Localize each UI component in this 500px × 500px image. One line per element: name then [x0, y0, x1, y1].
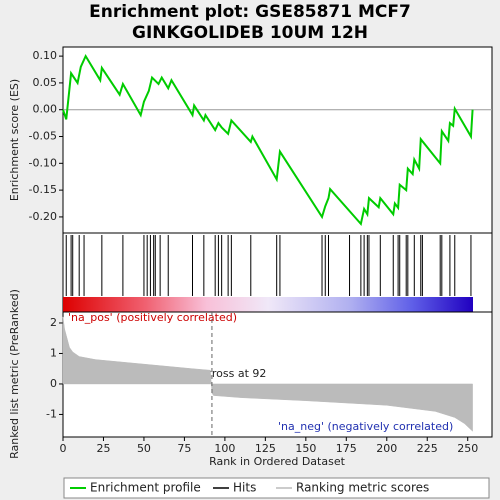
neg-label: 'na_neg' (negatively correlated) — [278, 420, 453, 433]
ranking-metric-area — [62, 316, 473, 432]
y2-tick-label: 2 — [50, 316, 57, 329]
y-tick-label: -0.10 — [29, 156, 57, 169]
x-tick-label: 25 — [96, 442, 110, 455]
y-tick-label: -0.20 — [29, 210, 57, 223]
pos-label: 'na_pos' (positively correlated) — [68, 311, 237, 324]
chart-title: GINKGOLIDEB 10UM 12H — [132, 23, 368, 43]
es-panel — [62, 46, 493, 234]
x-axis-label: Rank in Ordered Dataset — [209, 455, 346, 468]
enrichment-line — [62, 53, 474, 227]
legend-label: Hits — [233, 481, 256, 495]
chart-title: Enrichment plot: GSE85871 MCF7 — [89, 2, 411, 22]
y-tick-label: 0.10 — [33, 49, 58, 62]
y-axis-label: Ranked list metric (PreRanked) — [8, 289, 21, 459]
y2-tick-label: -1 — [46, 407, 57, 420]
x-tick-label: 100 — [214, 442, 235, 455]
y-tick-label: 0.00 — [33, 103, 58, 116]
y2-tick-label: 0 — [50, 377, 57, 390]
y2-tick-label: 1 — [50, 346, 57, 359]
y-tick-label: 0.05 — [33, 76, 58, 89]
y-axis-label: Enrichment score (ES) — [8, 79, 21, 201]
x-tick-label: 225 — [417, 442, 438, 455]
x-tick-label: 75 — [177, 442, 191, 455]
x-tick-label: 125 — [255, 442, 276, 455]
legend-label: Ranking metric scores — [296, 481, 429, 495]
x-tick-label: 150 — [295, 442, 316, 455]
x-tick-label: 200 — [376, 442, 397, 455]
y-tick-label: -0.15 — [29, 183, 57, 196]
y-tick-label: -0.05 — [29, 130, 57, 143]
x-tick-label: 250 — [457, 442, 478, 455]
x-tick-label: 175 — [336, 442, 357, 455]
legend-label: Enrichment profile — [90, 481, 201, 495]
rank-colorbar — [63, 297, 473, 312]
x-tick-label: 0 — [60, 442, 67, 455]
x-tick-label: 50 — [137, 442, 151, 455]
